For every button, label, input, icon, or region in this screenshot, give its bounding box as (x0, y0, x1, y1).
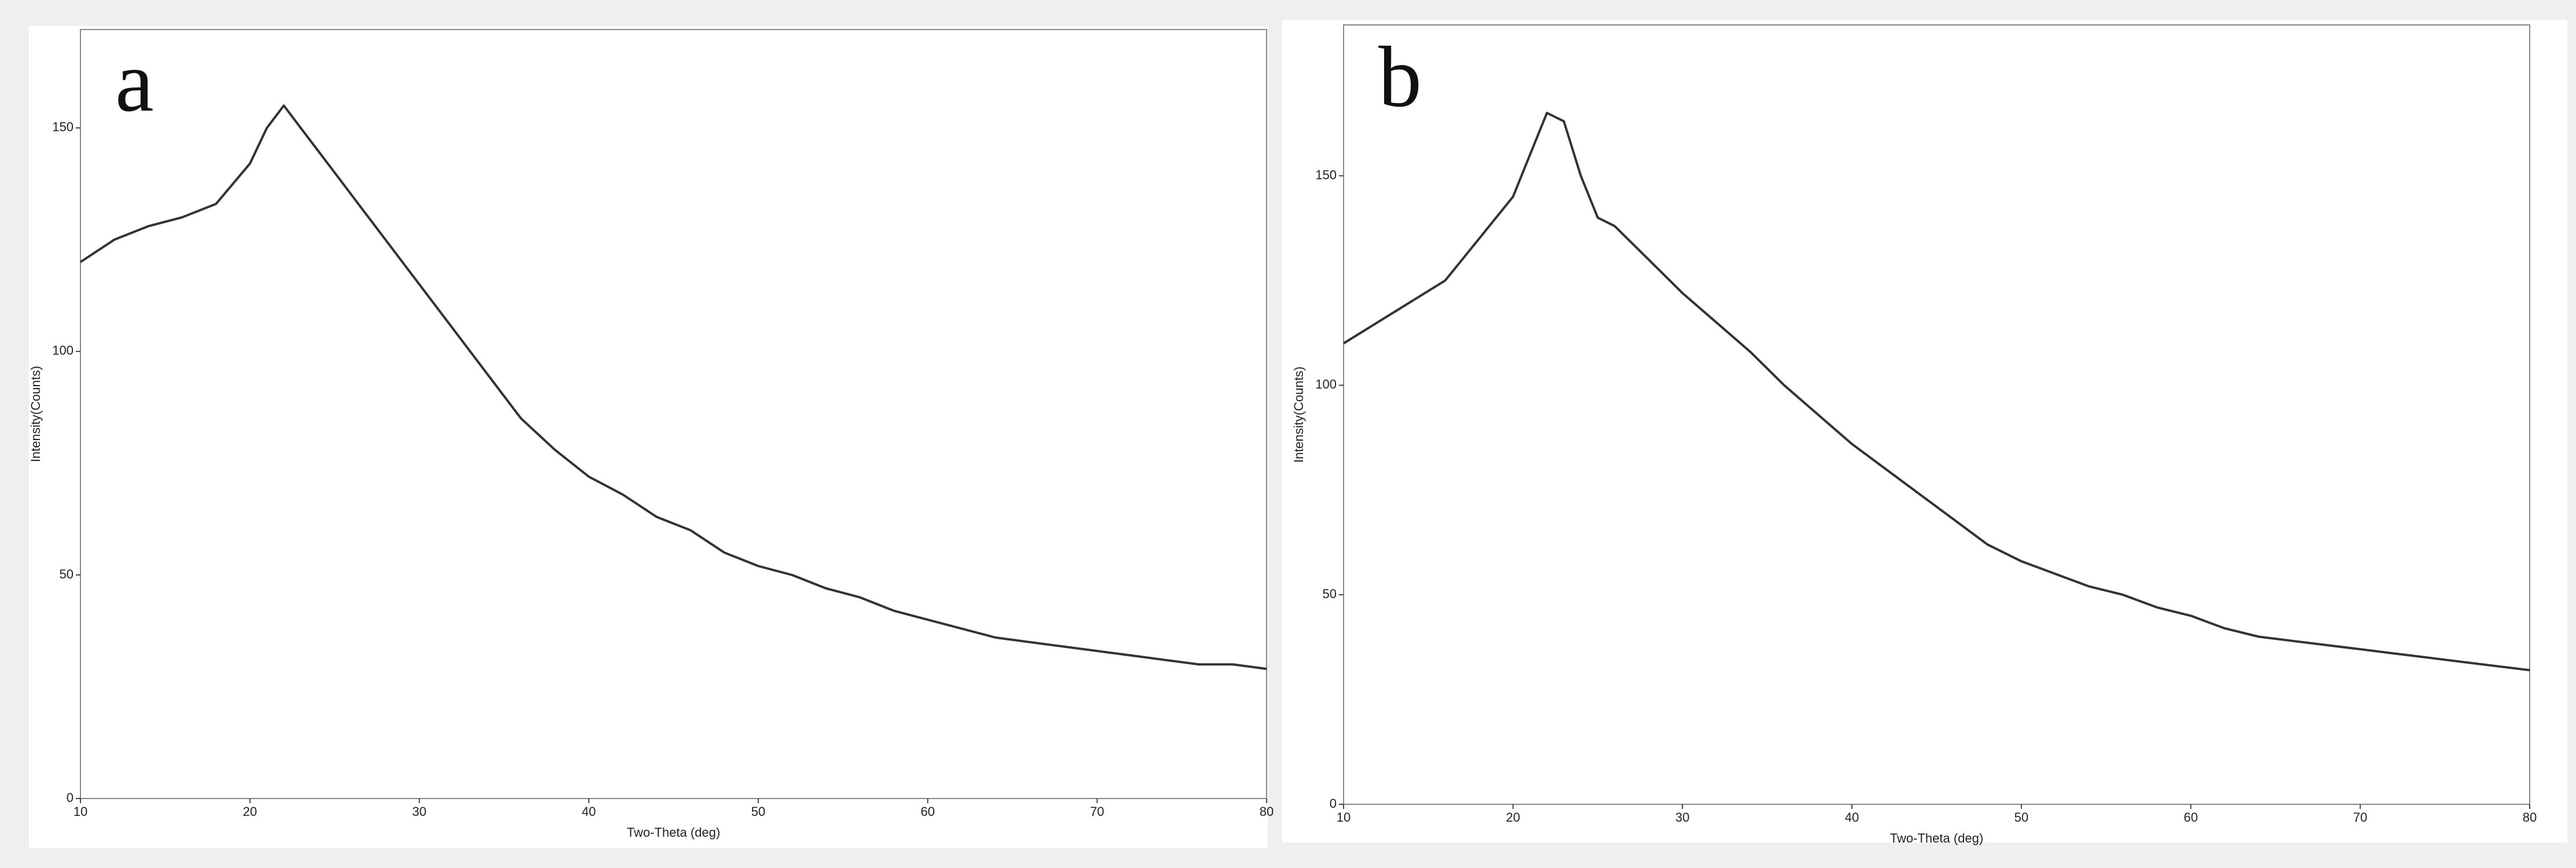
y-tick-label: 50 (60, 567, 74, 581)
y-tick-label: 150 (1315, 167, 1337, 182)
x-tick-label: 60 (920, 804, 934, 819)
y-axis-label: Intensity(Counts) (28, 366, 43, 462)
x-tick-label: 10 (74, 804, 87, 819)
x-tick-label: 70 (2353, 810, 2367, 825)
x-tick-label: 30 (1675, 810, 1689, 825)
y-tick-label: 0 (1330, 796, 1337, 811)
plot-frame (1343, 24, 2530, 805)
y-tick-label: 150 (52, 120, 74, 134)
x-axis-label: Two-Theta (deg) (627, 825, 720, 840)
x-tick-label: 10 (1337, 810, 1351, 825)
intensity-line (1342, 112, 2530, 672)
x-tick-label: 30 (412, 804, 426, 819)
x-tick-label: 50 (751, 804, 765, 819)
panel-label: a (115, 34, 154, 130)
y-axis-label: Intensity(Counts) (1291, 367, 1306, 463)
x-tick-label: 20 (1506, 810, 1520, 825)
plot-frame (80, 29, 1267, 799)
panel-b-background (1282, 20, 2567, 843)
x-tick-label: 20 (243, 804, 256, 819)
x-tick-label: 80 (1260, 804, 1274, 819)
intensity-line (79, 104, 1267, 671)
x-tick-label: 40 (582, 804, 596, 819)
x-tick-label: 50 (2014, 810, 2028, 825)
y-tick-label: 100 (52, 343, 74, 358)
y-tick-label: 50 (1323, 587, 1337, 601)
panel-a-background (29, 26, 1268, 848)
x-axis-label: Two-Theta (deg) (1890, 831, 1983, 845)
y-tick-label: 100 (1315, 377, 1337, 391)
x-tick-label: 70 (1090, 804, 1104, 819)
y-tick-label: 0 (67, 790, 74, 805)
panel-label: b (1378, 29, 1422, 125)
x-tick-label: 80 (2523, 810, 2537, 825)
x-tick-label: 40 (1845, 810, 1859, 825)
x-tick-label: 60 (2184, 810, 2197, 825)
